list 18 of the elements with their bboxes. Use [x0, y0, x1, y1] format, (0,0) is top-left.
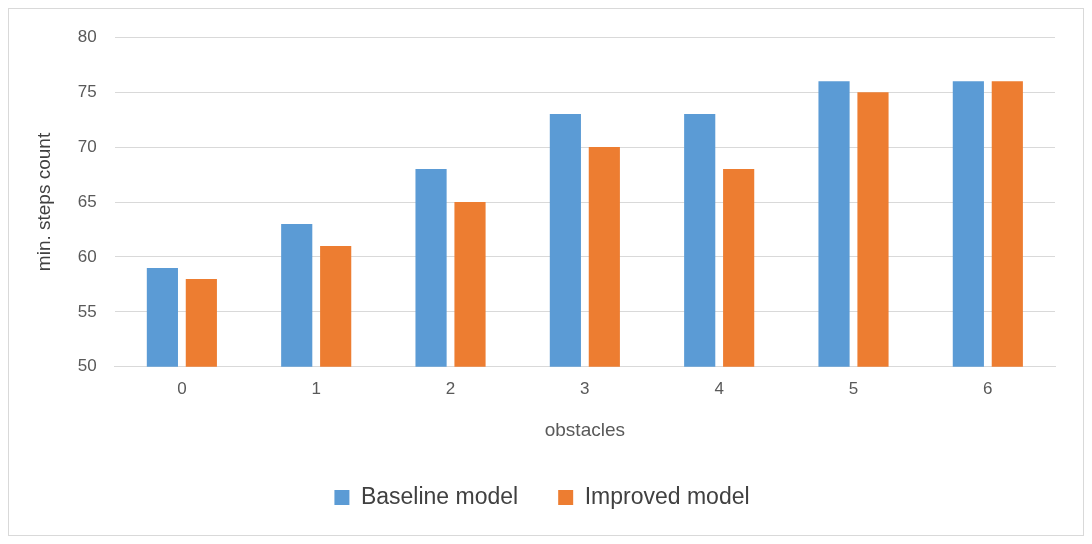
- y-tick-label: 80: [77, 26, 97, 46]
- y-tick-label: 75: [77, 81, 97, 101]
- y-axis-title: min. steps count: [32, 132, 54, 272]
- y-tick-label: 50: [77, 356, 97, 376]
- y-tick-label: 65: [77, 191, 97, 211]
- y-tick-label: 55: [77, 301, 97, 321]
- y-tick-label: 70: [77, 136, 97, 156]
- x-tick-label: 4: [714, 378, 724, 398]
- x-axis-title: obstacles: [544, 418, 625, 440]
- x-tick-label: 6: [983, 378, 993, 398]
- x-tick-label: 1: [311, 378, 321, 398]
- x-tick-label: 0: [177, 378, 187, 398]
- x-tick-label: 5: [848, 378, 859, 398]
- legend-label: Baseline model: [360, 482, 519, 509]
- legend-label: Improved model: [584, 482, 750, 509]
- y-tick-label: 60: [77, 246, 97, 266]
- x-tick-label: 3: [580, 378, 590, 398]
- x-tick-label: 2: [445, 378, 456, 398]
